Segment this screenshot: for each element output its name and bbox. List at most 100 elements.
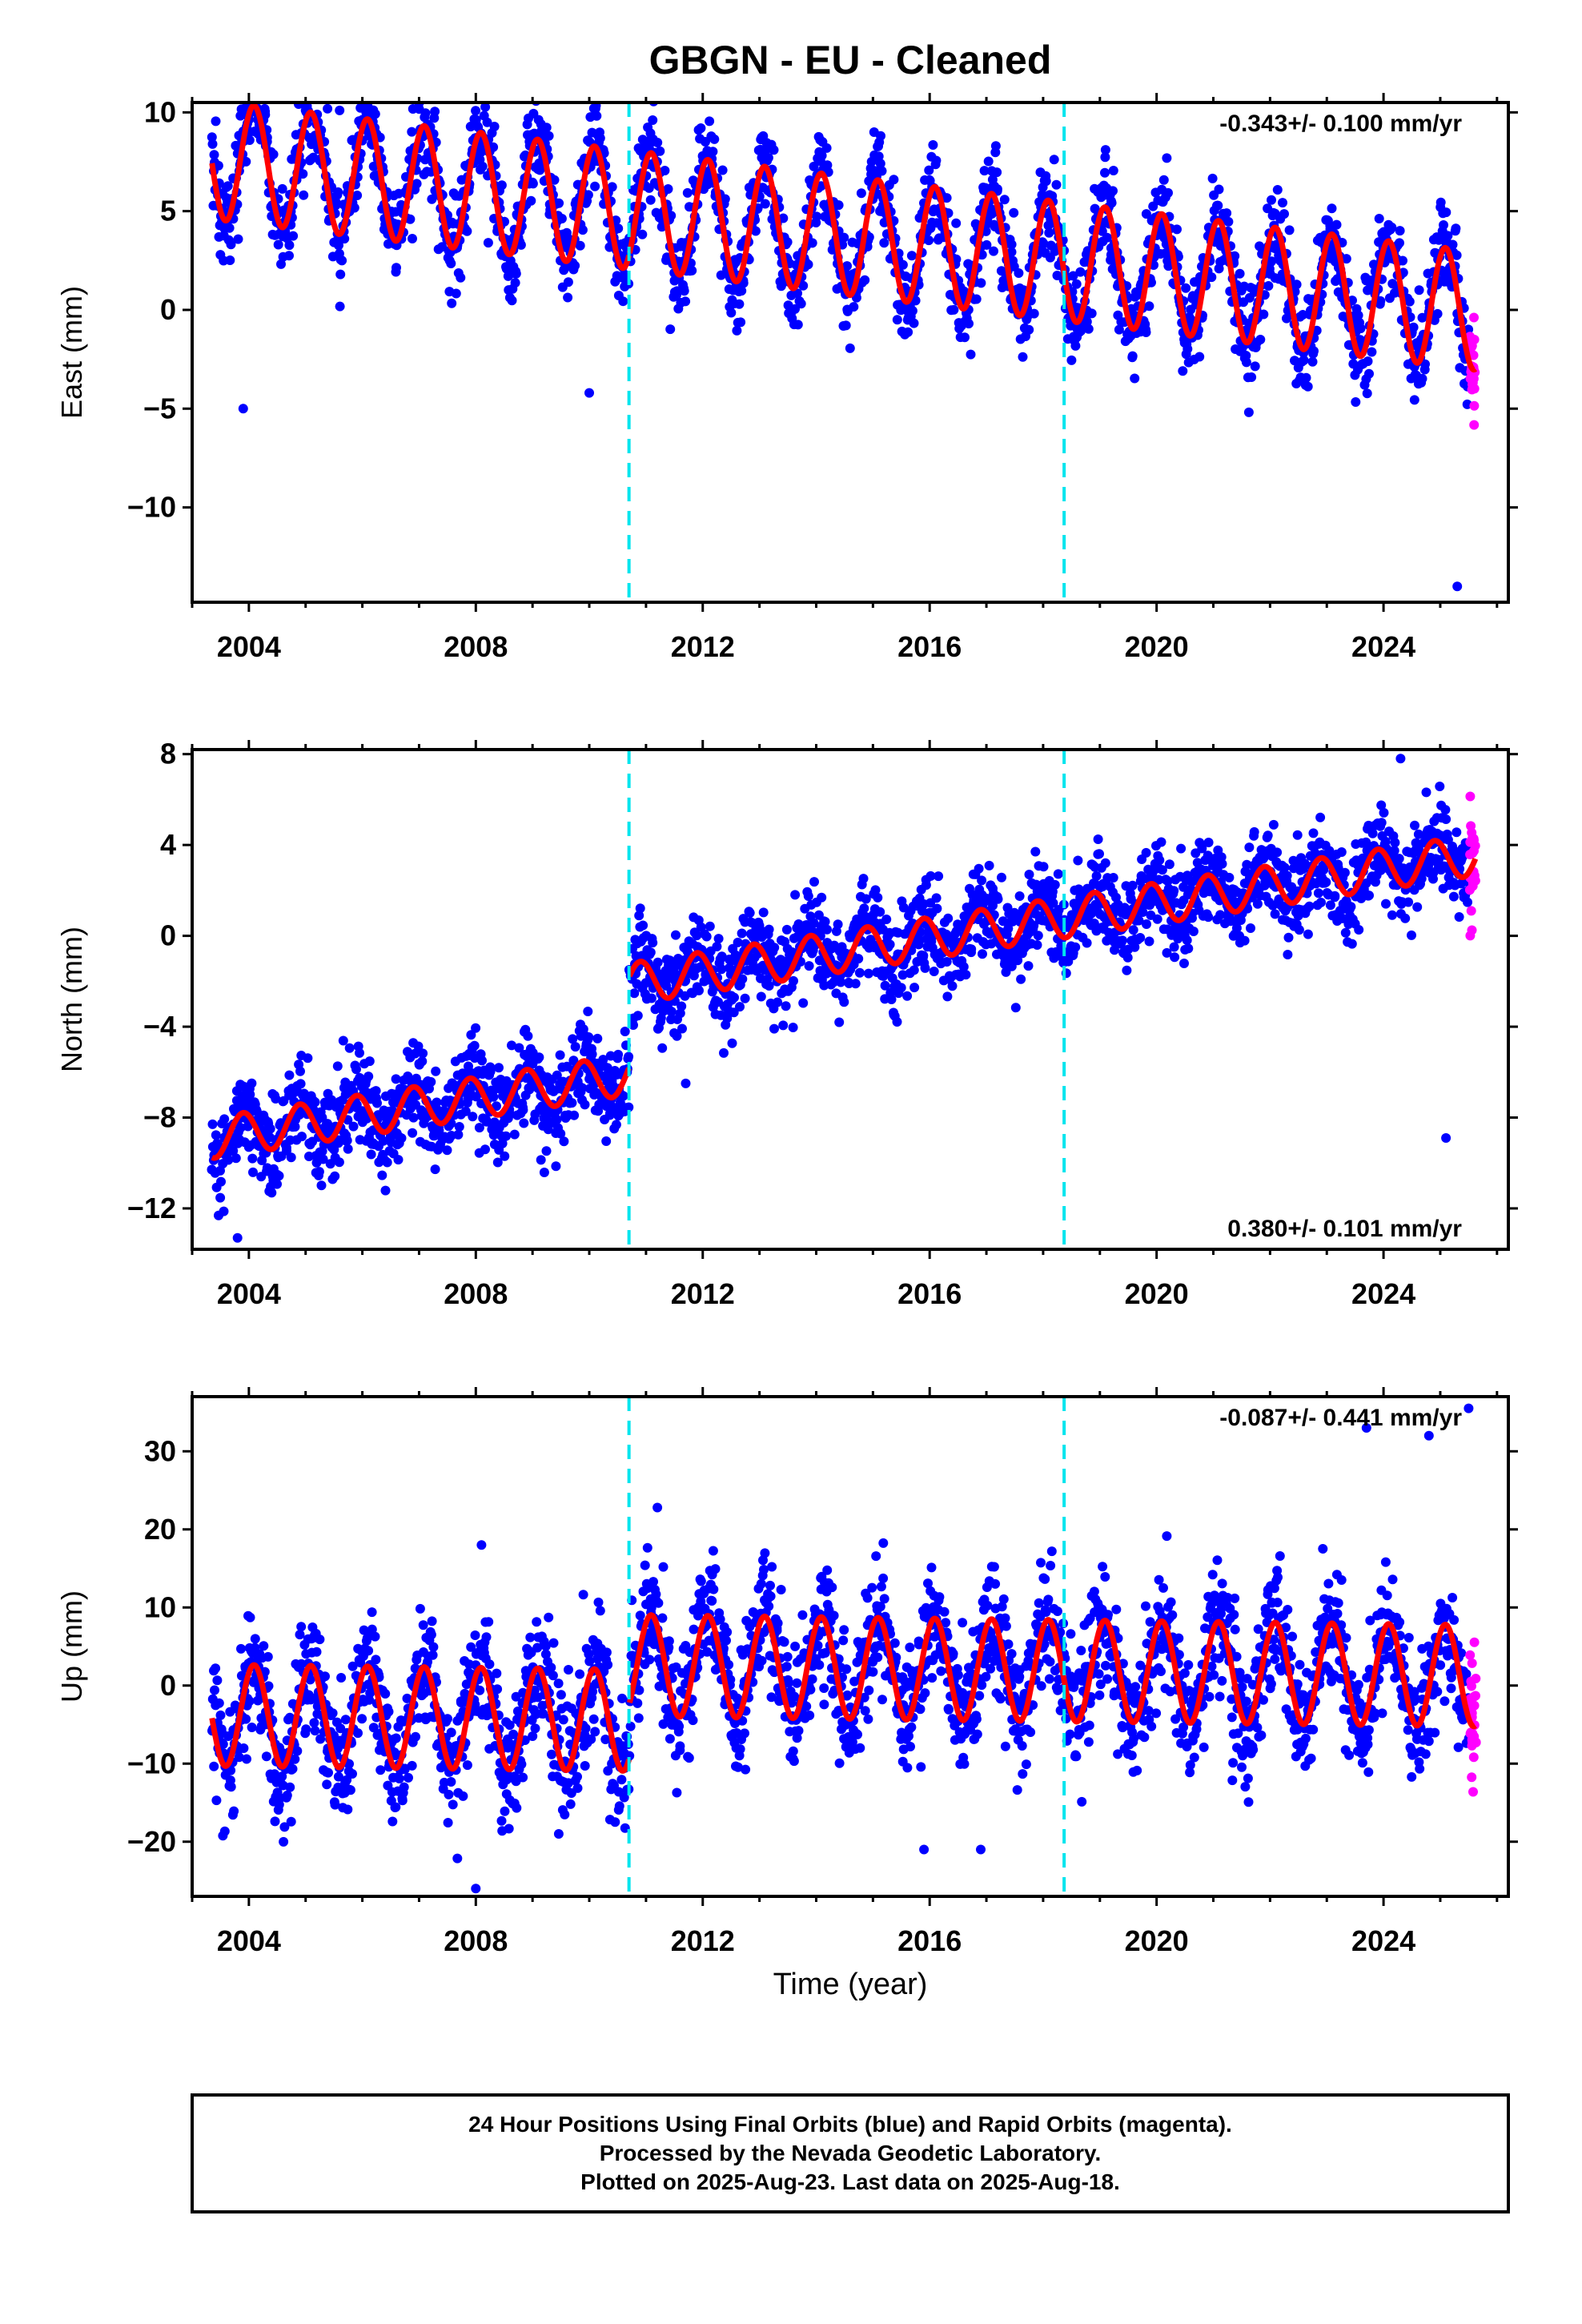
data-point — [519, 1118, 529, 1128]
data-point — [1164, 859, 1174, 870]
x-tick-label: 2024 — [1351, 630, 1415, 663]
data-point — [1441, 207, 1452, 218]
data-point — [750, 226, 761, 236]
data-point — [1432, 308, 1443, 319]
data-point — [726, 308, 737, 318]
x-tick-label: 2012 — [671, 1277, 735, 1310]
data-point — [909, 983, 920, 993]
data-point — [909, 318, 919, 328]
data-point — [554, 198, 564, 208]
data-point — [1006, 239, 1017, 250]
data-point — [657, 1043, 668, 1053]
data-point — [1090, 203, 1100, 214]
rate-label: -0.343+/- 0.100 mm/yr — [1219, 111, 1462, 137]
data-point — [1179, 959, 1189, 968]
data-point — [421, 85, 431, 94]
data-point — [1068, 271, 1078, 281]
data-point — [921, 880, 931, 891]
data-point — [798, 280, 809, 291]
data-point — [966, 349, 976, 360]
data-point — [1100, 145, 1110, 155]
data-point — [1135, 933, 1146, 943]
data-point — [788, 1023, 798, 1032]
data-point — [284, 240, 295, 251]
data-point — [928, 140, 938, 150]
data-point — [1282, 870, 1292, 881]
data-point — [1100, 858, 1110, 868]
data-point — [1162, 153, 1172, 163]
data-point — [1395, 238, 1404, 248]
rapid-point — [1468, 373, 1479, 384]
data-point — [271, 1094, 281, 1104]
data-point — [660, 166, 670, 175]
data-point — [241, 156, 251, 167]
data-point — [518, 1105, 528, 1115]
data-point — [984, 860, 994, 870]
data-point — [1346, 902, 1356, 912]
data-point — [360, 82, 370, 91]
data-point — [552, 1115, 562, 1124]
data-point — [417, 1056, 428, 1067]
data-point — [233, 234, 243, 244]
data-point — [1244, 842, 1255, 853]
data-point — [1452, 827, 1462, 838]
data-point — [1152, 914, 1162, 924]
data-point — [677, 1023, 687, 1034]
data-point — [769, 943, 780, 953]
data-point — [645, 195, 656, 205]
data-point — [1330, 891, 1340, 901]
data-point — [1032, 940, 1042, 950]
data-point — [943, 913, 954, 923]
data-point — [442, 1145, 452, 1156]
data-point — [335, 269, 346, 279]
data-point — [1122, 952, 1133, 963]
data-point — [310, 1097, 320, 1108]
data-point — [1353, 310, 1363, 320]
data-point — [1341, 254, 1351, 264]
data-point — [1222, 208, 1232, 219]
data-point — [327, 1095, 336, 1105]
data-point — [344, 1043, 355, 1053]
rapid-point — [1469, 335, 1480, 344]
data-point — [713, 934, 724, 944]
outlier-point — [1441, 1133, 1452, 1143]
data-point — [737, 286, 747, 296]
data-point — [276, 259, 286, 269]
data-point — [363, 1072, 374, 1082]
data-point — [242, 1097, 252, 1108]
data-point — [1178, 366, 1188, 376]
data-point — [1454, 912, 1464, 922]
data-point — [839, 997, 849, 1007]
data-point — [242, 1754, 251, 1764]
data-point — [1308, 828, 1319, 838]
data-point — [764, 924, 774, 935]
data-point — [497, 1138, 508, 1148]
data-point — [858, 874, 869, 884]
x-ticks: 2004 2008 2012 2016 2020 2024 — [191, 93, 1499, 663]
data-point — [1241, 357, 1251, 368]
data-point — [793, 320, 803, 330]
data-point — [1100, 167, 1110, 178]
data-point — [303, 1053, 313, 1063]
data-point — [817, 151, 827, 161]
data-point — [931, 893, 942, 903]
data-point — [213, 160, 223, 171]
data-point — [432, 1097, 442, 1108]
data-point — [992, 184, 1002, 195]
data-point — [223, 181, 233, 191]
data-point — [1375, 296, 1386, 306]
data-point — [1154, 855, 1165, 866]
outlier-point — [335, 105, 345, 115]
data-point — [990, 141, 1001, 151]
x-tick-label: 2016 — [897, 1277, 962, 1310]
data-point — [583, 1007, 593, 1016]
data-point — [407, 127, 417, 137]
data-point — [1014, 268, 1024, 278]
data-point — [1144, 936, 1154, 947]
data-point — [371, 1086, 381, 1096]
data-point — [231, 1153, 241, 1164]
data-point — [931, 155, 942, 166]
data-point — [523, 1031, 533, 1041]
y-tick-label: −10 — [127, 491, 176, 524]
